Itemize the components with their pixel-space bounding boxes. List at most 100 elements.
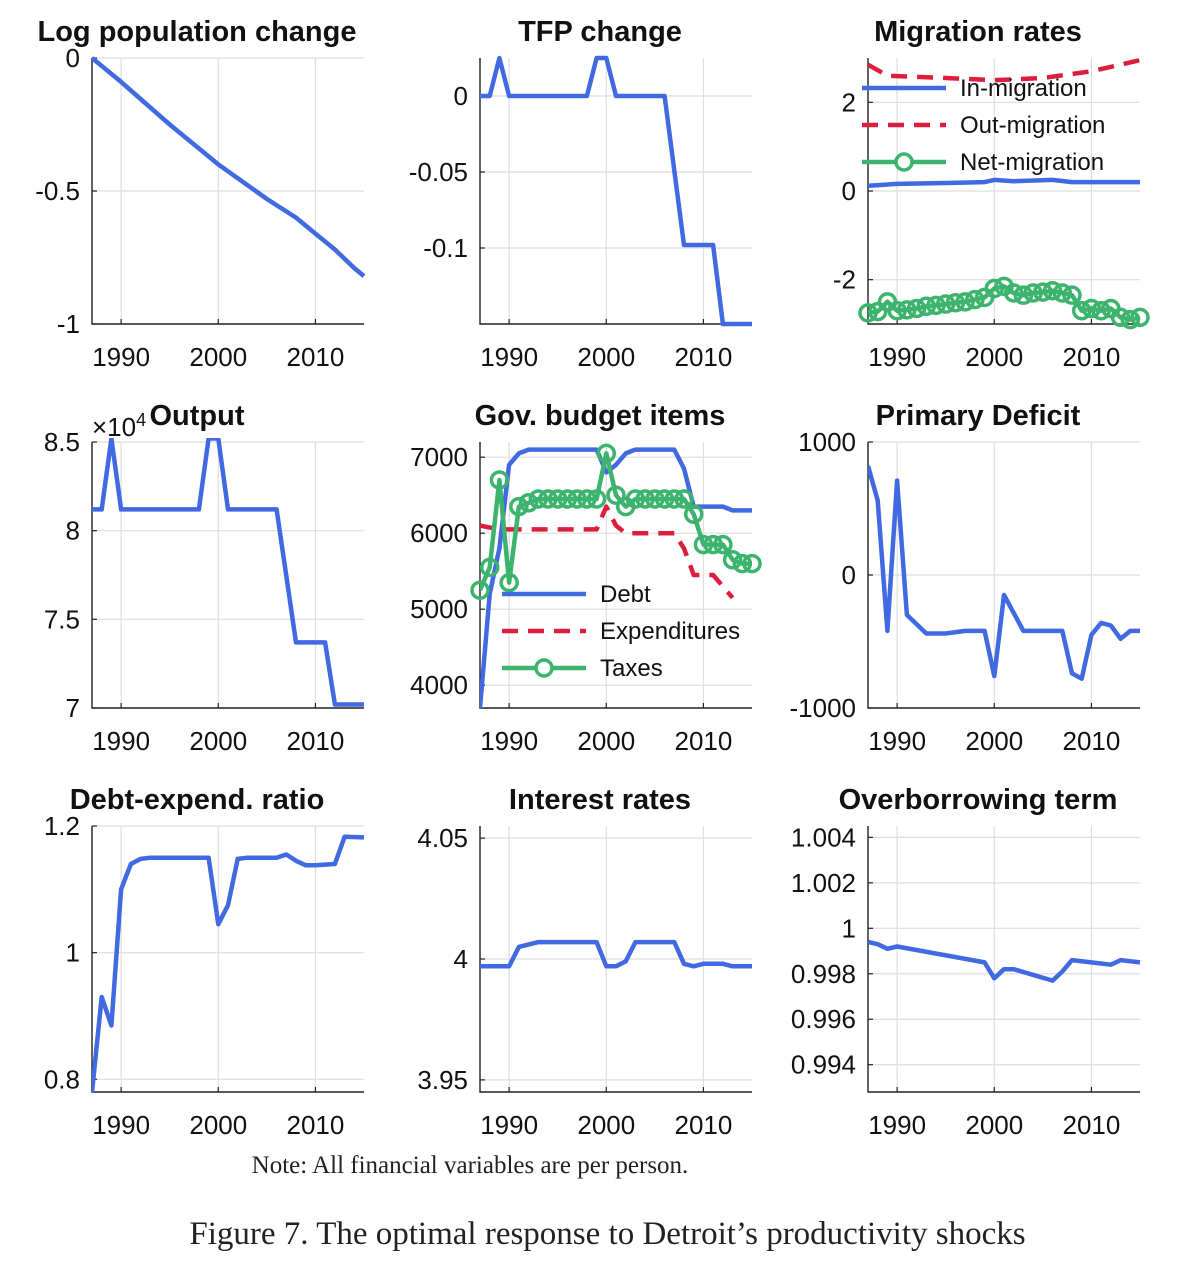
series-point	[1062, 285, 1082, 305]
series-point	[509, 496, 529, 517]
series-point	[674, 489, 694, 509]
y-tick-label: 1	[66, 938, 80, 968]
x-tick-label: 2010	[287, 342, 345, 372]
panel-3: 1990 2000 2010 -2 0 2 Migration rates In-migrat…	[833, 16, 1150, 372]
x-tick-label: 2010	[1063, 1110, 1121, 1140]
x-tick-label: 1990	[92, 726, 150, 756]
y-tick-label: 0.8	[44, 1064, 80, 1094]
x-tick-label: 1990	[868, 726, 926, 756]
series-point	[538, 489, 558, 509]
y-tick-label: 5000	[410, 594, 468, 624]
series-point	[897, 300, 917, 320]
series-point	[713, 534, 733, 555]
y-exponent-power: 4	[136, 410, 146, 430]
x-tick-label: 2010	[1063, 342, 1121, 372]
x-tick-label: 2010	[675, 1110, 733, 1140]
series-point	[742, 553, 762, 574]
x-tick-label: 1990	[868, 342, 926, 372]
x-tick-label: 2000	[965, 726, 1023, 756]
series-point	[945, 292, 966, 313]
y-tick-label: 8	[66, 516, 80, 546]
series-point	[858, 303, 878, 323]
y-tick-label: -0.1	[423, 233, 468, 263]
series-point	[489, 470, 510, 490]
legend-marker	[894, 152, 914, 172]
series-point	[926, 295, 946, 316]
panel-8: 1990 2000 2010 3.95 4 4.05 Interest rates	[417, 784, 752, 1140]
legend-entry: Out-migration	[960, 112, 1105, 139]
legend-entry: In-migration	[960, 75, 1087, 102]
series-point	[935, 294, 956, 314]
series-line-1	[480, 939, 752, 969]
x-tick-label: 2000	[965, 1110, 1023, 1140]
panel-title: TFP change	[518, 16, 682, 48]
panel-title: Gov. budget items	[475, 400, 726, 432]
series-point	[1003, 283, 1024, 303]
x-tick-label: 2010	[675, 726, 733, 756]
series-point	[586, 489, 607, 509]
x-tick-label: 1990	[92, 1110, 150, 1140]
series-point	[635, 489, 655, 509]
x-tick-label: 2010	[1063, 726, 1121, 756]
series-point	[683, 504, 704, 524]
panel-2: 1990 2000 2010 -0.1 -0.05 0 TFP change	[409, 16, 752, 372]
x-tick-label: 1990	[480, 1110, 538, 1140]
legend-entry: Taxes	[600, 655, 663, 682]
y-tick-label: -0.5	[35, 176, 80, 206]
series-point	[1091, 300, 1111, 321]
series-point	[955, 292, 975, 312]
x-tick-label: 2010	[287, 1110, 345, 1140]
panel-4: 1990 2000 2010 7 7.5 8 8.5 Output×104	[44, 400, 364, 756]
y-tick-label: -2	[833, 265, 856, 295]
series-point	[547, 489, 568, 509]
x-tick-label: 1990	[480, 726, 538, 756]
x-tick-label: 2000	[189, 342, 247, 372]
x-tick-label: 2000	[577, 1110, 635, 1140]
legend-entry: Debt	[600, 581, 651, 608]
series-point	[606, 485, 626, 505]
series-line-1	[868, 465, 1140, 681]
series-point	[1081, 298, 1102, 319]
series-point	[703, 534, 723, 555]
y-tick-label: 0	[842, 560, 856, 590]
y-tick-label: 8.5	[44, 427, 80, 457]
y-tick-label: 3.95	[417, 1065, 468, 1095]
series-point	[887, 300, 907, 321]
series-line-1	[480, 55, 752, 327]
x-tick-label: 2000	[189, 1110, 247, 1140]
y-tick-label: 0.994	[791, 1050, 856, 1080]
series-point	[557, 489, 578, 509]
panel-6: 1990 2000 2010 -1000 0 1000 Primary Deficit	[790, 400, 1140, 756]
panel-title: Log population change	[38, 16, 357, 48]
y-tick-label: 7000	[410, 442, 468, 472]
x-tick-label: 2010	[287, 726, 345, 756]
axes	[479, 58, 752, 325]
panel-title: Overborrowing term	[839, 784, 1118, 816]
axes	[479, 826, 752, 1093]
y-tick-label: 0	[454, 81, 468, 111]
y-tick-label: 2	[842, 87, 856, 117]
y-tick-label: 7	[66, 693, 80, 723]
series-point	[664, 489, 685, 509]
x-tick-label: 2010	[675, 342, 733, 372]
y-tick-label: 4.05	[417, 823, 468, 853]
y-tick-label: 0.996	[791, 1004, 856, 1034]
legend-marker	[534, 658, 554, 678]
series-point	[984, 278, 1005, 299]
series-point	[654, 489, 675, 509]
x-tick-label: 1990	[480, 342, 538, 372]
x-tick-label: 1990	[868, 1110, 926, 1140]
series-point	[596, 443, 617, 464]
series-point	[916, 296, 937, 317]
series-line-1	[92, 834, 365, 1093]
y-tick-label: 6000	[410, 518, 468, 548]
series-point	[906, 298, 927, 319]
series-point	[470, 580, 490, 600]
y-exponent-label: ×104	[92, 410, 146, 442]
panel-title: Primary Deficit	[876, 400, 1081, 432]
y-tick-label: 0	[66, 43, 80, 73]
x-tick-label: 2000	[965, 342, 1023, 372]
panel-9: 1990 2000 2010 0.994 0.996 0.998 1 1.002 1.004 Ov…	[791, 784, 1141, 1140]
